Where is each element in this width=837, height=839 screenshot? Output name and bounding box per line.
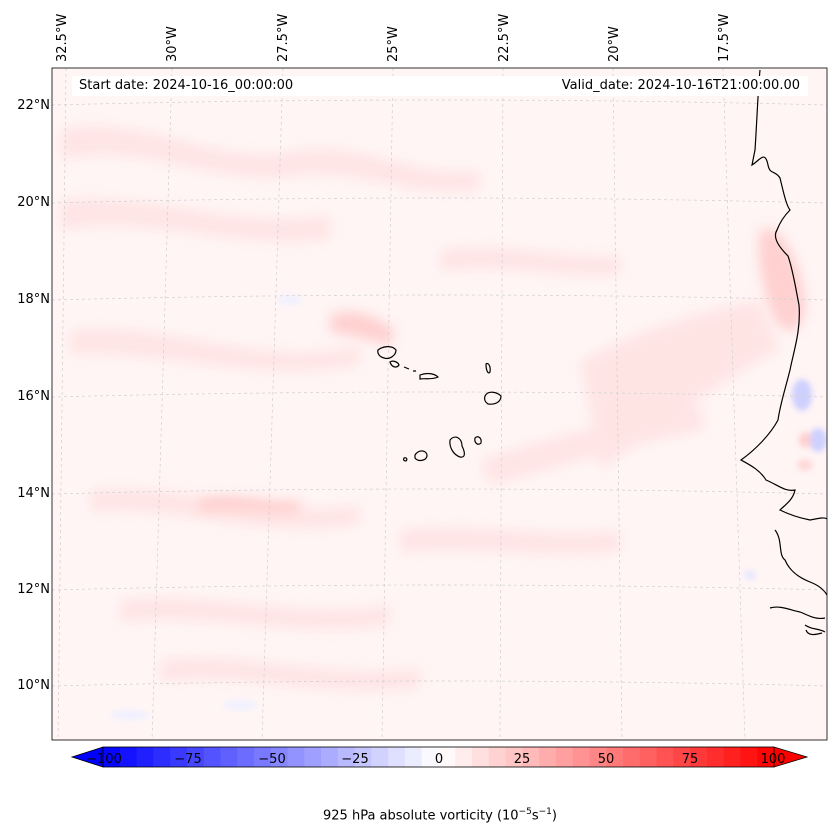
lon-label-20w: 20°W: [607, 26, 622, 62]
colorbar-step: [639, 747, 658, 767]
colorbar-title: 925 hPa absolute vorticity (10−5s−1): [323, 807, 557, 824]
colorbar-step: [136, 747, 154, 767]
fogo-island: [414, 450, 428, 462]
colorbar-step: [203, 747, 222, 767]
colorbar-step: [555, 747, 574, 767]
colorbar-step: [421, 747, 440, 767]
santa-luzia-island: [403, 366, 416, 372]
lon-label-27-5w: 27.5°W: [276, 13, 291, 62]
lon-label-32-5w: 32.5°W: [55, 13, 70, 62]
colorbar-frame: [102, 746, 775, 768]
colorbar: [70, 746, 809, 768]
colorbar-step: [690, 747, 708, 767]
lon-label-22-5w: 22.5°W: [497, 13, 512, 62]
lat-label-18n: 18°N: [17, 292, 50, 307]
colorbar-step: [656, 747, 674, 767]
colorbar-tick-label: 0: [434, 752, 444, 767]
lat-label-12n: 12°N: [17, 582, 50, 597]
colorbar-step: [103, 747, 121, 767]
maio-island: [474, 436, 482, 445]
colorbar-step: [371, 747, 389, 767]
gridlines: [51, 67, 828, 741]
colorbar-step: [438, 747, 456, 767]
colorbar-tick-label: −75: [174, 752, 202, 767]
colorbar-step: [287, 747, 305, 767]
boa-vista-island: [484, 391, 502, 405]
sao-vicente-island: [389, 360, 400, 368]
africa-coastline: [739, 69, 827, 521]
lat-label-10n: 10°N: [17, 678, 50, 693]
santo-antao-island: [377, 346, 397, 360]
colorbar-step: [505, 747, 523, 767]
colorbar-step: [304, 747, 322, 767]
colorbar-step: [522, 747, 540, 767]
colorbar-step: [488, 747, 507, 767]
colorbar-step: [270, 747, 289, 767]
colorbar-tick-label: 25: [513, 752, 531, 767]
colorbar-step: [153, 747, 171, 767]
lon-label-30w: 30°W: [165, 26, 180, 62]
lon-label-25w: 25°W: [386, 26, 401, 62]
colorbar-step: [706, 747, 725, 767]
lat-label-22n: 22°N: [17, 98, 50, 113]
colorbar-step: [455, 747, 473, 767]
sao-nicolau-island: [419, 372, 440, 380]
colorbar-step: [186, 747, 205, 767]
colorbar-step: [237, 747, 255, 767]
lat-label-16n: 16°N: [17, 389, 50, 404]
vorticity-field: [52, 68, 827, 740]
vorticity-patches: [60, 125, 827, 720]
colorbar-step: [119, 747, 138, 767]
lat-label-20n: 20°N: [17, 195, 50, 210]
coastlines: [377, 69, 827, 636]
valid-date: Valid_date: 2024-10-16T21:00:00.00: [561, 78, 800, 93]
date-banner: [72, 76, 808, 96]
start-date: Start date: 2024-10-16_00:00:00: [79, 78, 294, 93]
colorbar-tick-label: 75: [681, 752, 699, 767]
colorbar-tick-label: −50: [258, 752, 286, 767]
brava-island: [403, 457, 408, 462]
colorbar-step: [354, 747, 373, 767]
lat-label-14n: 14°N: [17, 486, 50, 501]
colorbar-step: [572, 747, 591, 767]
colorbar-step: [740, 747, 758, 767]
colorbar-step: [589, 747, 607, 767]
colorbar-step: [623, 747, 641, 767]
colorbar-tick-label: −25: [341, 752, 369, 767]
colorbar-step: [723, 747, 742, 767]
colorbar-step: [539, 747, 557, 767]
lon-label-17-5w: 17.5°W: [717, 13, 732, 62]
colorbar-step: [757, 747, 775, 767]
colorbar-step: [472, 747, 490, 767]
colorbar-step: [337, 747, 356, 767]
colorbar-step: [220, 747, 238, 767]
colorbar-tick-label: 100: [760, 752, 786, 767]
colorbar-step: [321, 747, 339, 767]
santiago-island: [449, 436, 465, 458]
colorbar-tick-label: −100: [86, 752, 122, 767]
colorbar-step: [388, 747, 406, 767]
colorbar-step: [170, 747, 188, 767]
colorbar-step: [253, 747, 272, 767]
sal-island: [485, 362, 491, 374]
colorbar-tick-label: 50: [597, 752, 615, 767]
colorbar-step: [606, 747, 624, 767]
colorbar-step: [673, 747, 691, 767]
colorbar-step: [404, 747, 423, 767]
plot-frame: [51, 67, 828, 741]
